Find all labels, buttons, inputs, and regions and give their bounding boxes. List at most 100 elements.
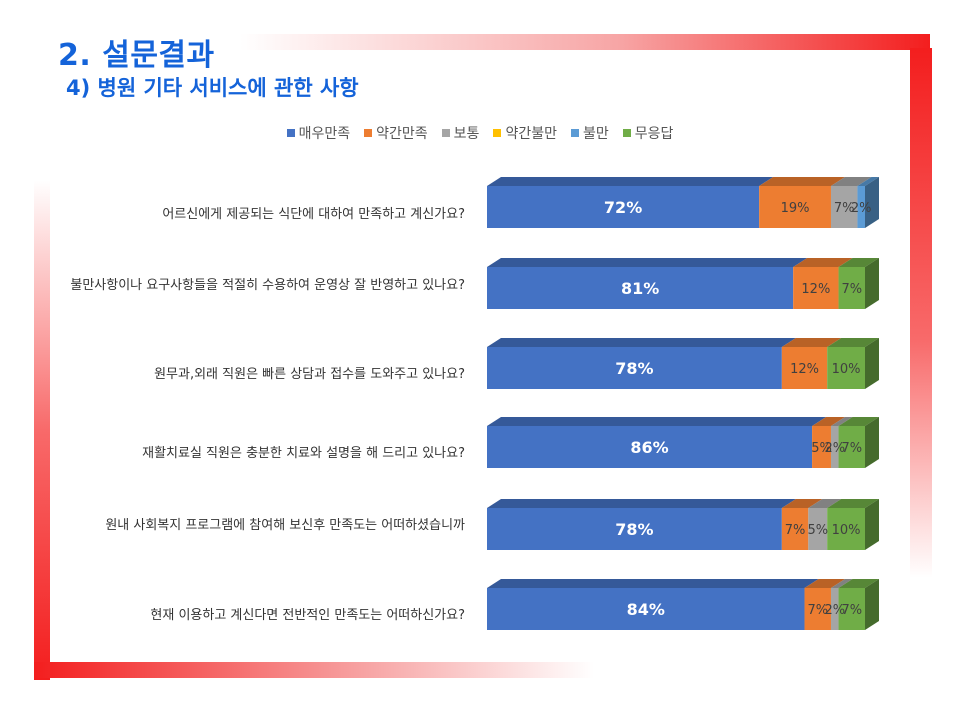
bar-top-face (487, 338, 796, 347)
data-label: 7% (834, 201, 855, 216)
data-label: 7% (841, 441, 862, 456)
data-label: 10% (832, 362, 861, 377)
bar-segment (838, 267, 865, 309)
legend-label: 약간불만 (505, 126, 557, 142)
bar-side-face (865, 258, 879, 309)
data-label: 78% (615, 520, 653, 539)
slide-subtitle: 4) 병원 기타 서비스에 관한 사항 (66, 76, 359, 100)
bar-top-face (830, 177, 872, 186)
data-label: 7% (841, 282, 862, 297)
legend-label: 보통 (453, 126, 480, 142)
bar-side-face (865, 417, 879, 468)
bar-segment (812, 426, 831, 468)
legend-label: 불만 (582, 126, 609, 142)
legend-label: 무응답 (634, 126, 674, 142)
bar-segment (781, 347, 828, 389)
data-label: 7% (785, 523, 806, 538)
data-label: 81% (621, 279, 659, 298)
bar-top-face (781, 499, 823, 508)
bar-side-face (865, 499, 879, 550)
bar-top-face (827, 338, 879, 347)
category-label: 어르신에게 제공되는 식단에 대하여 만족하고 계신가요? (162, 207, 465, 222)
bar-segment (487, 588, 805, 630)
bar-top-face (487, 499, 796, 508)
data-label: 78% (615, 359, 653, 378)
legend-item: 약간불만 (493, 123, 557, 143)
legend-swatch (441, 129, 450, 137)
bar-side-face (865, 338, 879, 389)
category-label: 현재 이용하고 계신다면 전반적인 만족도는 어떠하신가요? (150, 608, 465, 623)
bar-side-face (865, 579, 879, 630)
bar-top-face (487, 258, 808, 267)
decorative-frame-top (240, 34, 930, 50)
legend-item: 불만 (570, 123, 609, 143)
bar-top-face (838, 579, 879, 588)
bar-segment (827, 508, 865, 550)
bar-segment (830, 186, 858, 228)
bar-top-face (487, 177, 774, 186)
bar-segment (838, 426, 865, 468)
legend-item: 무응답 (622, 123, 674, 143)
data-label: 72% (604, 198, 642, 217)
chart-legend: 매우만족 약간만족 보통 약간불만 불만 무응답 (0, 123, 960, 143)
data-label: 10% (832, 523, 861, 538)
bar-segment (857, 186, 865, 228)
bar-segment (759, 186, 831, 228)
legend-swatch (570, 129, 579, 137)
bar-segment (487, 426, 813, 468)
bar-segment (487, 508, 782, 550)
bar-top-face (812, 417, 845, 426)
legend-item: 약간만족 (364, 123, 428, 143)
legend-label: 약간만족 (376, 126, 428, 142)
bar-top-face (857, 177, 879, 186)
data-label: 12% (790, 362, 819, 377)
data-label: 7% (807, 603, 828, 618)
category-label: 원내 사회복지 프로그램에 참여해 보신후 만족도는 어떠하셨습니까 (105, 518, 465, 533)
bar-segment (830, 588, 839, 630)
decorative-frame-bottom (34, 662, 594, 678)
slide-title: 2. 설문결과 (58, 38, 215, 73)
bar-segment (830, 426, 839, 468)
legend-label: 매우만족 (298, 126, 351, 142)
bar-segment (487, 347, 782, 389)
data-label: 5% (807, 523, 828, 538)
bar-segment (838, 588, 865, 630)
bar-top-face (838, 258, 879, 267)
decorative-frame-right (910, 48, 932, 578)
category-label: 원무과,외래 직원은 빠른 상담과 접수를 도와주고 있나요? (154, 367, 465, 382)
legend-swatch (493, 129, 502, 137)
data-label: 19% (781, 201, 810, 216)
data-label: 7% (841, 603, 862, 618)
bar-segment (793, 267, 839, 309)
legend-swatch (364, 129, 373, 137)
bar-segment (808, 508, 828, 550)
category-label: 불만사항이나 요구사항들을 적절히 수용하여 운영상 잘 반영하고 있나요? (70, 278, 465, 293)
bar-top-face (804, 579, 845, 588)
bar-side-face (865, 177, 879, 228)
bar-top-face (781, 338, 842, 347)
bar-segment (781, 508, 809, 550)
legend-swatch (622, 129, 631, 137)
decorative-frame-left (34, 180, 50, 680)
bar-top-face (827, 499, 879, 508)
bar-top-face (808, 499, 842, 508)
bar-top-face (487, 579, 819, 588)
legend-item: 매우만족 (286, 123, 351, 143)
bar-top-face (838, 417, 879, 426)
bar-segment (804, 588, 831, 630)
bar-segment (487, 186, 760, 228)
category-label: 재활치료실 직원은 충분한 치료와 설명을 해 드리고 있나요? (142, 446, 465, 461)
bar-top-face (830, 579, 853, 588)
data-label: 2% (824, 441, 845, 456)
data-label: 5% (811, 441, 832, 456)
data-label: 2% (851, 201, 872, 216)
data-label: 2% (824, 603, 845, 618)
bar-top-face (759, 177, 845, 186)
legend-swatch (286, 129, 295, 137)
legend-item: 보통 (441, 123, 480, 143)
bar-segment (487, 267, 794, 309)
bar-top-face (487, 417, 827, 426)
data-label: 84% (627, 600, 665, 619)
bar-top-face (793, 258, 853, 267)
